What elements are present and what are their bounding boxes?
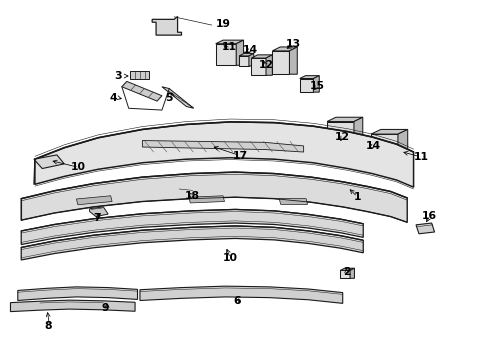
Text: 18: 18 xyxy=(185,191,200,201)
Polygon shape xyxy=(236,40,244,65)
Polygon shape xyxy=(300,76,319,78)
Polygon shape xyxy=(216,44,236,65)
Text: 10: 10 xyxy=(223,253,238,263)
Polygon shape xyxy=(90,207,108,217)
Polygon shape xyxy=(21,226,363,260)
Text: 8: 8 xyxy=(45,321,52,331)
Polygon shape xyxy=(340,270,350,278)
Polygon shape xyxy=(350,268,354,278)
Polygon shape xyxy=(371,134,398,162)
Polygon shape xyxy=(176,187,196,194)
Polygon shape xyxy=(416,223,435,234)
Polygon shape xyxy=(290,47,297,74)
Polygon shape xyxy=(216,40,244,44)
Polygon shape xyxy=(140,286,343,303)
Polygon shape xyxy=(239,56,249,66)
Text: 14: 14 xyxy=(244,45,258,55)
Text: 14: 14 xyxy=(366,141,381,151)
Polygon shape xyxy=(266,55,272,75)
Polygon shape xyxy=(10,300,135,312)
Text: 9: 9 xyxy=(102,303,109,313)
Text: 4: 4 xyxy=(109,93,117,103)
Polygon shape xyxy=(340,268,354,270)
Polygon shape xyxy=(314,76,319,92)
Polygon shape xyxy=(143,140,304,152)
Text: 15: 15 xyxy=(310,81,325,91)
Polygon shape xyxy=(398,130,408,162)
Polygon shape xyxy=(239,53,254,56)
Text: 10: 10 xyxy=(71,162,85,172)
Text: 12: 12 xyxy=(258,60,273,70)
Polygon shape xyxy=(251,58,266,75)
Polygon shape xyxy=(360,142,369,153)
Polygon shape xyxy=(21,210,363,244)
Polygon shape xyxy=(21,172,407,222)
Text: 6: 6 xyxy=(234,296,242,306)
Polygon shape xyxy=(18,287,138,301)
Polygon shape xyxy=(122,81,162,101)
Text: 16: 16 xyxy=(422,211,437,221)
Polygon shape xyxy=(369,139,374,153)
Polygon shape xyxy=(130,71,149,79)
Text: 19: 19 xyxy=(216,19,230,29)
Polygon shape xyxy=(35,122,414,187)
Polygon shape xyxy=(279,199,308,204)
Text: 2: 2 xyxy=(343,267,350,277)
Polygon shape xyxy=(76,196,112,205)
Polygon shape xyxy=(189,196,224,203)
Polygon shape xyxy=(360,139,374,142)
Text: 7: 7 xyxy=(94,213,101,223)
Polygon shape xyxy=(152,17,181,35)
Polygon shape xyxy=(371,130,408,134)
Polygon shape xyxy=(327,122,354,145)
Text: 13: 13 xyxy=(286,39,301,49)
Polygon shape xyxy=(249,53,254,66)
Polygon shape xyxy=(34,155,64,168)
Polygon shape xyxy=(354,117,363,145)
Text: 1: 1 xyxy=(354,192,361,202)
Polygon shape xyxy=(272,51,290,74)
Text: 17: 17 xyxy=(233,150,247,161)
Text: 11: 11 xyxy=(222,42,237,52)
Text: 3: 3 xyxy=(114,71,122,81)
Polygon shape xyxy=(251,55,272,58)
Text: 5: 5 xyxy=(166,93,173,103)
Polygon shape xyxy=(300,78,314,92)
Text: 11: 11 xyxy=(414,152,428,162)
Polygon shape xyxy=(327,117,363,122)
Polygon shape xyxy=(162,87,194,108)
Text: 12: 12 xyxy=(335,132,350,142)
Polygon shape xyxy=(272,47,297,51)
